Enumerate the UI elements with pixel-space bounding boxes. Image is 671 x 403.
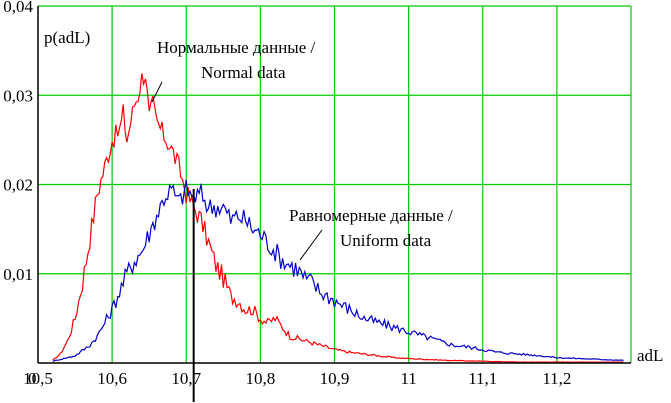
normal-annotation-line2: Normal data [201, 63, 286, 82]
y-tick-labels: 0,01 0,02 0,03 0,04 [3, 0, 33, 284]
axes [37, 6, 631, 364]
x-tick-label-0: 10,5 [23, 369, 53, 388]
y-axis-label: p(adL) [44, 28, 90, 47]
y-tick-label-2: 0,03 [3, 86, 33, 105]
series-line-0 [52, 73, 624, 363]
grid-horizontal [38, 5, 631, 275]
x-axis-label: adL [637, 346, 663, 365]
series-line-1 [52, 179, 624, 362]
x-tick-label-7: 11,2 [542, 369, 571, 388]
y-tick-label-0: 0,01 [3, 265, 33, 284]
x-tick-label-1: 10,6 [97, 369, 127, 388]
x-tick-label-2: 10,7 [171, 369, 201, 388]
normal-annotation-line1: Нормальные данные / [157, 38, 316, 57]
x-origin-label: 0 [28, 369, 37, 388]
y-tick-label-1: 0,02 [3, 176, 33, 195]
y-tick-label-3: 0,04 [3, 0, 33, 16]
normal-annotation-leader [151, 81, 163, 103]
x-tick-label-5: 11 [400, 369, 416, 388]
uniform-annotation-line2: Uniform data [340, 231, 432, 250]
x-tick-label-4: 10,9 [320, 369, 350, 388]
x-tick-label-3: 10,8 [246, 369, 276, 388]
x-tick-label-6: 11,1 [468, 369, 497, 388]
uniform-annotation-line1: Равномерные данные / [289, 206, 453, 225]
uniform-annotation-leader [299, 229, 323, 261]
series-layer [52, 73, 624, 363]
x-tick-labels: 10,5 10,6 10,7 10,8 10,9 11 11,1 11,2 [23, 369, 571, 388]
